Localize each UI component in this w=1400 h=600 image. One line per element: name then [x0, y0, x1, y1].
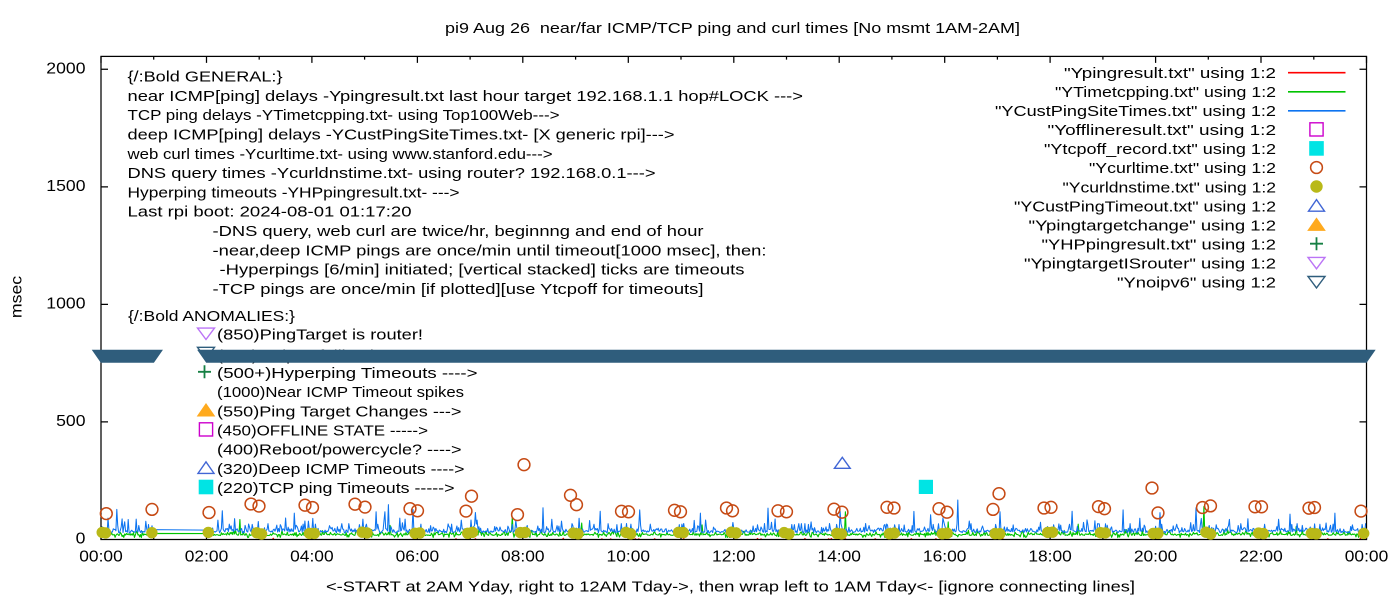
svg-text:(320)Deep ICMP Timeouts ---->: (320)Deep ICMP Timeouts ----> [217, 462, 465, 478]
svg-text:(1000)Near ICMP Timeout spikes: (1000)Near ICMP Timeout spikes [217, 385, 464, 401]
svg-text:16:00: 16:00 [923, 548, 967, 566]
svg-text:14:00: 14:00 [817, 548, 861, 566]
svg-text:20:00: 20:00 [1134, 548, 1178, 566]
svg-text:(400)Reboot/powercycle? ---->: (400)Reboot/powercycle? ----> [217, 443, 462, 459]
svg-text:02:00: 02:00 [185, 548, 229, 566]
svg-text:"YCustPingTimeout.txt" using 1: "YCustPingTimeout.txt" using 1:2 [1014, 199, 1276, 215]
svg-text:"YTimetcpping.txt" using 1:2: "YTimetcpping.txt" using 1:2 [1055, 85, 1276, 101]
svg-text:msec: msec [8, 276, 26, 318]
svg-text:"YHPpingresult.txt" using 1:2: "YHPpingresult.txt" using 1:2 [1042, 237, 1277, 253]
svg-text:1000: 1000 [46, 295, 85, 313]
svg-text:2000: 2000 [46, 60, 85, 78]
svg-text:(850)PingTarget is router!: (850)PingTarget is router! [217, 328, 423, 344]
svg-text:08:00: 08:00 [501, 548, 545, 566]
svg-text:"Ycurldnstime.txt" using 1:2: "Ycurldnstime.txt" using 1:2 [1063, 180, 1277, 196]
svg-text:(220)TCP ping Timeouts ----->: (220)TCP ping Timeouts -----> [217, 481, 455, 497]
svg-text:deep ICMP[ping] delays -YCustP: deep ICMP[ping] delays -YCustPingSiteTim… [128, 128, 675, 144]
svg-text:{/:Bold ANOMALIES:}: {/:Bold ANOMALIES:} [128, 309, 295, 325]
svg-text:TCP ping delays -YTimetcpping.: TCP ping delays -YTimetcpping.txt- using… [128, 108, 560, 124]
svg-text:0: 0 [76, 530, 86, 548]
svg-text:Last rpi boot: 2024-08-01 01:1: Last rpi boot: 2024-08-01 01:17:20 [128, 205, 412, 221]
svg-text:(450)OFFLINE STATE ----->: (450)OFFLINE STATE -----> [217, 424, 428, 440]
svg-text:-Hyperpings [6/min] initiated;: -Hyperpings [6/min] initiated; [vertical… [220, 263, 745, 279]
svg-text:"Ypingresult.txt" using 1:2: "Ypingresult.txt" using 1:2 [1064, 66, 1276, 82]
svg-text:"Ytcpoff_record.txt" using 1:2: "Ytcpoff_record.txt" using 1:2 [1044, 142, 1276, 158]
svg-text:00:00: 00:00 [1345, 548, 1389, 566]
svg-text:(500+)Hyperping Timeouts ---->: (500+)Hyperping Timeouts ----> [217, 366, 478, 382]
svg-text:"Yofflineresult.txt" using 1:2: "Yofflineresult.txt" using 1:2 [1048, 123, 1277, 139]
svg-text:"Ynoipv6" using 1:2: "Ynoipv6" using 1:2 [1117, 276, 1276, 292]
svg-text:10:00: 10:00 [607, 548, 651, 566]
svg-text:<-START at 2AM Yday, right to: <-START at 2AM Yday, right to 12AM Tday-… [326, 580, 1135, 596]
svg-text:12:00: 12:00 [712, 548, 756, 566]
svg-text:18:00: 18:00 [1028, 548, 1072, 566]
svg-text:22:00: 22:00 [1239, 548, 1283, 566]
svg-text:"Ypingtargetchange" using 1:2: "Ypingtargetchange" using 1:2 [1029, 218, 1277, 234]
svg-text:web curl times -Ycurltime.txt-: web curl times -Ycurltime.txt- using www… [126, 147, 552, 163]
svg-text:-DNS query, web curl are twice: -DNS query, web curl are twice/hr, begin… [213, 224, 704, 240]
svg-text:500: 500 [56, 412, 85, 430]
svg-text:-TCP pings are once/min [if pl: -TCP pings are once/min [if plotted][use… [213, 282, 704, 298]
svg-text:04:00: 04:00 [290, 548, 334, 566]
svg-text:1500: 1500 [46, 177, 85, 195]
svg-text:DNS query times -Ycurldnstime.: DNS query times -Ycurldnstime.txt- using… [128, 166, 656, 182]
svg-text:pi9 Aug 26 near/far ICMP/TCP: pi9 Aug 26 near/far ICMP/TCP ping and cu… [445, 21, 1020, 37]
svg-text:(550)Ping Target Changes --->: (550)Ping Target Changes ---> [217, 404, 462, 420]
svg-text:00:00: 00:00 [79, 548, 123, 566]
svg-text:Hyperping timeouts -YHPpingres: Hyperping timeouts -YHPpingresult.txt- -… [128, 185, 460, 201]
svg-text:-near,deep ICMP pings are once: -near,deep ICMP pings are once/min until… [213, 243, 767, 259]
svg-text:near ICMP[ping] delays -Ypingr: near ICMP[ping] delays -Ypingresult.txt … [128, 89, 804, 105]
svg-text:{/:Bold GENERAL:}: {/:Bold GENERAL:} [128, 70, 283, 86]
svg-text:"YpingtargetISrouter" using 1:: "YpingtargetISrouter" using 1:2 [1024, 257, 1276, 273]
svg-text:"Ycurltime.txt" using 1:2: "Ycurltime.txt" using 1:2 [1089, 161, 1276, 177]
svg-text:06:00: 06:00 [396, 548, 440, 566]
svg-text:"YCustPingSiteTimes.txt" using: "YCustPingSiteTimes.txt" using 1:2 [995, 104, 1276, 120]
